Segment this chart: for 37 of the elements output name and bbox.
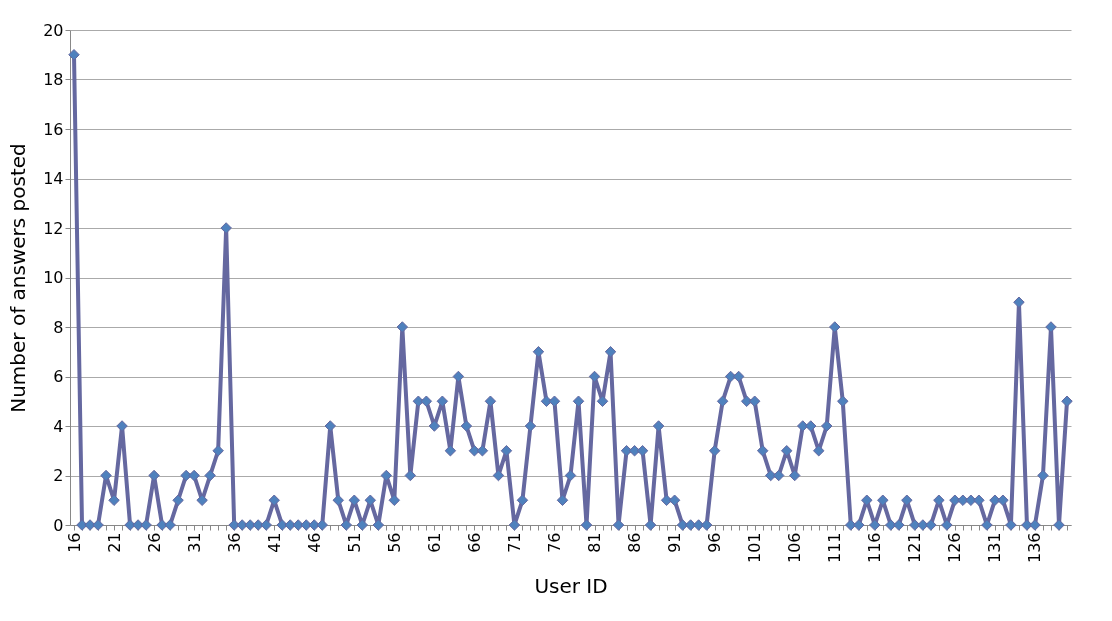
x-tick-label: 111 — [825, 532, 845, 564]
y-tick-label: 0 — [53, 515, 64, 535]
x-tick-label: 131 — [985, 532, 1005, 564]
x-tick-label: 106 — [785, 532, 805, 564]
x-tick-label: 96 — [705, 532, 725, 553]
x-tick-label: 76 — [544, 532, 564, 553]
x-tick-label: 81 — [585, 532, 605, 553]
y-tick-label: 18 — [43, 70, 64, 89]
x-tick-label: 46 — [304, 532, 324, 553]
x-tick-label: 86 — [625, 532, 645, 553]
x-tick-label: 121 — [905, 532, 925, 564]
y-tick-label: 8 — [53, 317, 64, 337]
x-tick-label: 101 — [745, 532, 765, 564]
y-tick-label: 16 — [43, 119, 64, 139]
x-tick-label: 26 — [144, 532, 164, 553]
x-tick-label: 31 — [184, 532, 204, 553]
x-axis-title: User ID — [534, 574, 608, 599]
x-tick-label: 71 — [504, 532, 524, 553]
x-tick-label: 41 — [264, 532, 284, 553]
y-tick-label: 12 — [43, 218, 64, 238]
y-tick-label: 20 — [43, 20, 64, 40]
x-tick-label: 91 — [665, 532, 685, 553]
y-tick-label: 6 — [53, 367, 64, 386]
y-axis-title: Number of answers posted — [6, 143, 31, 413]
x-tick-label: 51 — [344, 532, 364, 553]
x-tick-label: 61 — [424, 532, 444, 553]
x-tick-label: 136 — [1025, 532, 1045, 564]
y-tick-label: 2 — [53, 466, 64, 485]
x-tick-label: 36 — [224, 532, 244, 553]
y-tick-label: 10 — [43, 268, 64, 287]
x-tick-label: 66 — [464, 532, 484, 553]
x-tick-label: 126 — [945, 532, 965, 564]
x-tick-label: 21 — [104, 532, 124, 553]
y-tick-label: 4 — [53, 416, 64, 436]
x-tick-label: 56 — [384, 532, 404, 553]
x-tick-label: 116 — [865, 532, 885, 564]
y-tick-label: 14 — [43, 169, 64, 188]
